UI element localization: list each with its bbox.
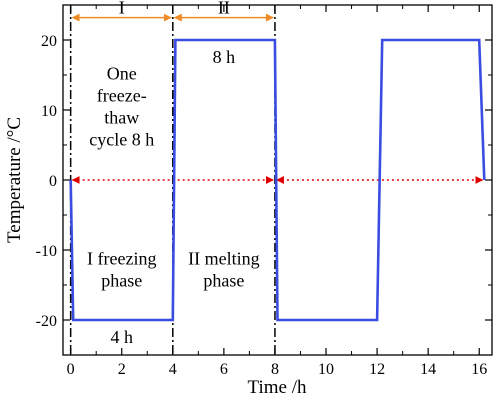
x-tick-label: 2 (118, 361, 126, 378)
annotation-line: phase (203, 271, 244, 291)
y-axis-label: Temperature /°C (4, 117, 25, 243)
annotation-text: 8 h (213, 47, 236, 67)
y-tick-label: 20 (41, 33, 57, 50)
series-layer (69, 38, 486, 322)
y-tick-label: -10 (36, 243, 57, 260)
y-tick-label: 10 (41, 103, 57, 120)
axis-ticks: 0 2 4 6 8 10 12 14 16 -20 -10 0 10 20 (36, 4, 492, 378)
annotation-text: One freeze-thaw cycle 8 h (89, 64, 154, 150)
x-tick-label: 4 (169, 361, 177, 378)
annotations: One freeze-thaw cycle 8 h8 hI freezing phas… (87, 47, 260, 347)
phase-bracket-label: II (218, 0, 230, 18)
annotation-line: freeze- (97, 86, 147, 106)
x-tick-label: 10 (318, 361, 334, 378)
annotation-line: I freezing (87, 249, 156, 269)
y-tick-label: -20 (36, 313, 57, 330)
annotation-line: 4 h (110, 327, 133, 347)
x-tick-label: 12 (369, 361, 385, 378)
annotation-line: II melting (188, 249, 259, 269)
x-tick-label: 8 (271, 361, 279, 378)
annotation-text: II melting phase (188, 249, 259, 291)
x-axis-label: Time /h (248, 377, 307, 398)
annotation-line: cycle 8 h (89, 130, 154, 150)
x-tick-label: 14 (420, 361, 436, 378)
x-tick-label: 0 (67, 361, 75, 378)
x-tick-label: 6 (220, 361, 228, 378)
temperature-line (69, 38, 486, 322)
phase-bracket-label: I (119, 0, 125, 18)
annotation-text: 4 h (110, 327, 133, 347)
x-tick-label: 16 (471, 361, 487, 378)
annotation-line: One (107, 64, 137, 84)
annotation-line: 8 h (213, 47, 236, 67)
annotation-line: phase (101, 271, 142, 291)
annotation-line: thaw (104, 108, 139, 128)
annotation-text: I freezing phase (87, 249, 156, 291)
y-tick-label: 0 (49, 173, 57, 190)
